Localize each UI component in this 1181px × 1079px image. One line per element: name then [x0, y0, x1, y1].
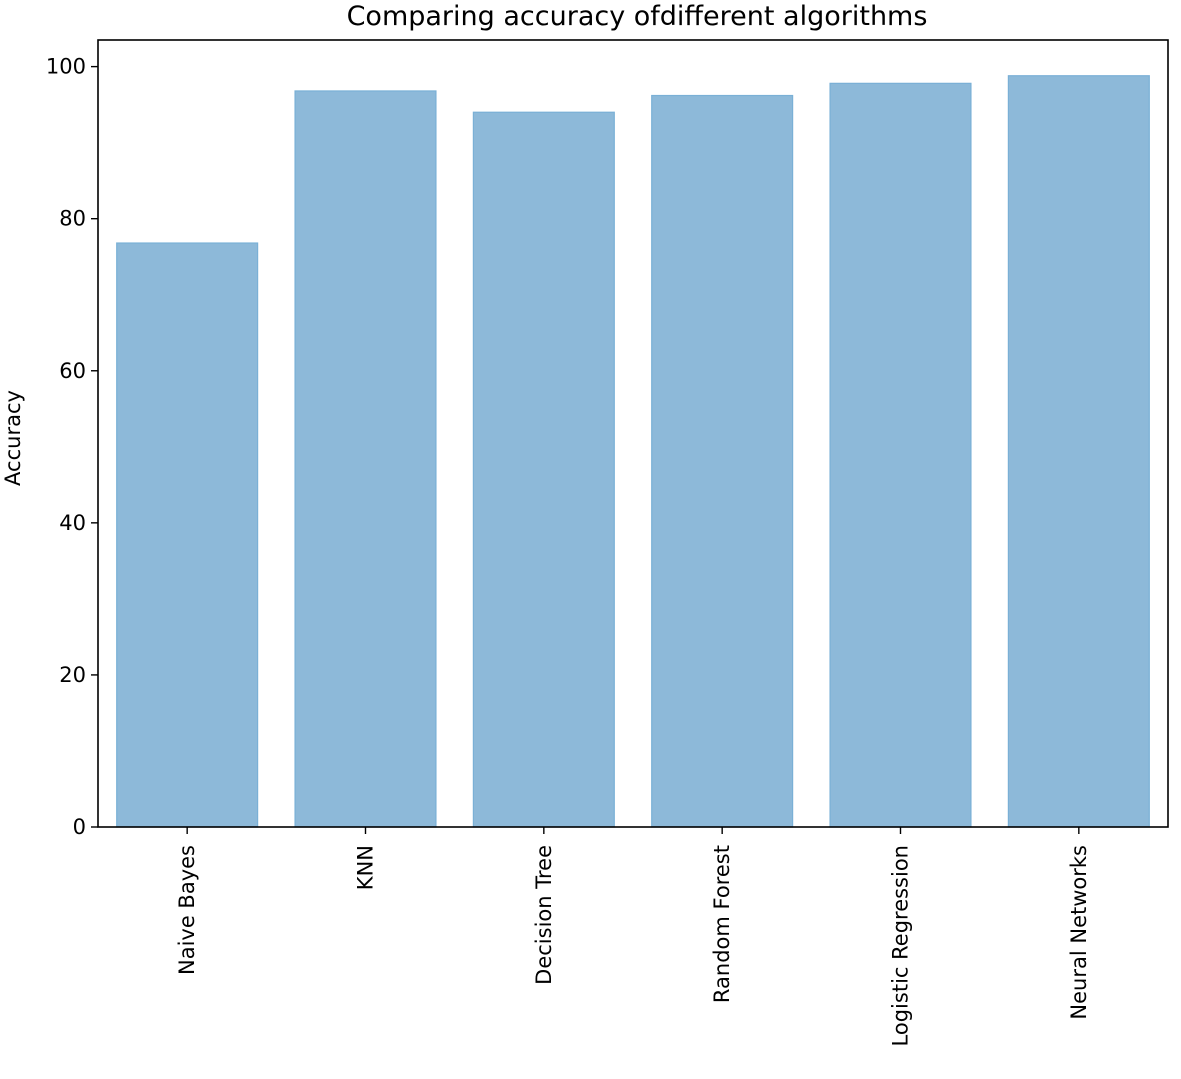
x-tick-label: Decision Tree — [532, 845, 556, 985]
x-tick-label: Neural Networks — [1067, 845, 1091, 1020]
y-tick-label: 40 — [59, 511, 86, 535]
bar-neural-networks — [1007, 75, 1150, 828]
x-axis-ticks: Naive Bayes KNN Decision Tree Random Forest… — [175, 827, 1091, 1046]
x-tick-label: Random Forest — [710, 845, 734, 1003]
y-tick-label: 100 — [46, 55, 86, 79]
y-axis-ticks: 0 20 40 60 80 100 — [46, 55, 98, 839]
bar-naive-bayes — [116, 242, 259, 828]
plot-area-frame — [97, 39, 1169, 828]
y-tick-label: 80 — [59, 207, 86, 231]
bars-layer — [116, 75, 1150, 828]
x-tick-label: Naive Bayes — [175, 845, 199, 975]
chart-title: Comparing accuracy ofdifferent algorithm… — [347, 1, 928, 32]
y-axis-label: Accuracy — [1, 390, 25, 486]
bar-knn — [294, 90, 437, 828]
y-tick-label: 20 — [59, 663, 86, 687]
bar-logistic-regression — [829, 82, 972, 828]
y-tick-label: 60 — [59, 359, 86, 383]
x-tick-label: Logistic Regression — [889, 845, 913, 1046]
bar-decision-tree — [472, 111, 615, 828]
x-tick-label: KNN — [354, 845, 378, 890]
bar-random-forest — [651, 94, 794, 828]
y-tick-label: 0 — [73, 815, 86, 839]
